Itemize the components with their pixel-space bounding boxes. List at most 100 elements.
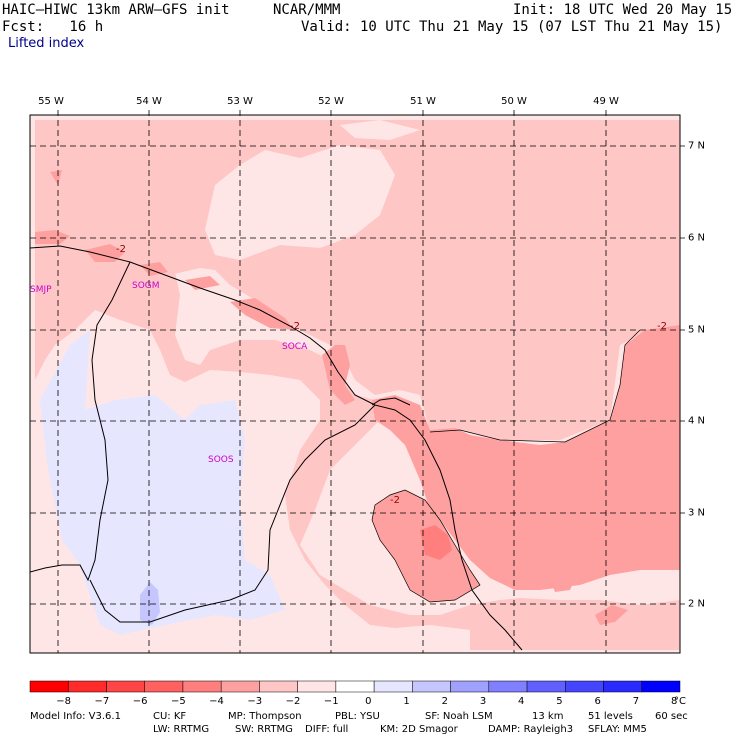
lat-label: 4 N	[688, 415, 706, 427]
vertical-levels: 51 levels	[588, 711, 633, 722]
lat-label: 5 N	[688, 324, 706, 336]
colorbar-tick-label: −6	[133, 696, 148, 707]
contour-label: -2	[116, 244, 126, 255]
colorbar-swatch	[603, 680, 643, 693]
colorbar-tick-label: −8	[56, 696, 71, 707]
lat-label: 3 N	[688, 507, 706, 519]
lon-label: 55 W	[38, 96, 64, 107]
field-region-pink-top	[35, 120, 680, 440]
field-region-medium-pink	[372, 325, 680, 590]
microphysics-scheme: MP: Thompson	[228, 711, 302, 722]
field-hole-2	[340, 120, 420, 140]
field-region-right-patch-2	[595, 605, 628, 625]
colorbar-swatch	[259, 680, 298, 693]
lon-label: 49 W	[593, 96, 619, 107]
colorbar-swatch	[412, 680, 451, 693]
station-label: SOOS	[208, 455, 234, 465]
colorbar-tick-label: −7	[94, 696, 109, 707]
colorbar-tick-label: 5	[556, 696, 562, 707]
field-region-light-blue	[40, 330, 285, 635]
field-region-coast-patch-2	[85, 244, 125, 262]
time-step: 60 sec	[655, 711, 688, 722]
colorbar-swatch	[526, 680, 566, 693]
lat-label: 2 N	[688, 598, 706, 610]
lon-label: 54 W	[136, 96, 162, 107]
colorbar-tick-label: 1	[403, 696, 409, 707]
lat-label: 7 N	[688, 140, 706, 152]
colorbar-swatch	[641, 680, 681, 693]
border-suriname-guyana	[30, 261, 131, 582]
map-frame	[29, 114, 681, 654]
pbl-scheme: PBL: YSU	[335, 711, 380, 722]
field-hole-1	[205, 145, 395, 260]
border-suriname-guiana	[89, 404, 376, 623]
longwave-scheme: LW: RRTMG	[153, 724, 210, 735]
field-region-dark-pink	[420, 525, 452, 560]
colorbar-tick-label: −5	[171, 696, 186, 707]
field-region-coast-patch-4	[185, 276, 220, 290]
colorbar-tick-label: −3	[247, 696, 262, 707]
field-region-coast-patch-5	[230, 298, 295, 330]
colorbar-swatch	[335, 680, 375, 693]
border-guiana-brazil	[371, 397, 411, 406]
colorbar-tick-label: 6	[595, 696, 601, 707]
init-time: Init: 18 UTC Wed 20 May 15	[513, 2, 733, 18]
field-region-top-patch	[50, 170, 62, 185]
model-title: HAIC–HIWC 13km ARW–GFS init	[2, 2, 230, 18]
colorbar-swatch	[373, 680, 413, 693]
field-region-coast-patch-3	[140, 262, 168, 276]
org-label: NCAR/MMM	[273, 2, 341, 18]
lat-label: 6 N	[688, 232, 706, 244]
station-label: SMJP	[30, 285, 52, 295]
field-region-blue	[140, 582, 160, 625]
colorbar-swatch	[297, 680, 337, 693]
field-region-coast-patch-6	[322, 345, 355, 405]
colorbar-swatch	[488, 680, 528, 693]
field-name: Lifted index	[8, 36, 85, 51]
eddy-coefficient: KM: 2D Smagor	[380, 724, 458, 735]
colorbar-swatch	[565, 680, 604, 693]
colorbar-swatch	[29, 680, 69, 693]
cumulus-scheme: CU: KF	[153, 711, 187, 722]
surface-scheme: SF: Noah LSM	[425, 711, 493, 722]
contour-line-lower	[371, 489, 481, 603]
colorbar-tick-label: −4	[209, 696, 224, 707]
colorbar-tick-label: 7	[633, 696, 639, 707]
colorbar-swatch	[220, 680, 260, 693]
surface-layer: SFLAY: MM5	[588, 724, 647, 735]
colorbar-swatch	[144, 680, 184, 693]
diffusion-option: DIFF: full	[305, 724, 349, 735]
colorbar-tick-label: 3	[480, 696, 486, 707]
lon-label: 50 W	[501, 96, 527, 107]
colorbar-swatch	[450, 680, 490, 693]
colorbar-tick-label: −1	[324, 696, 339, 707]
station-label: SOGM	[132, 281, 160, 291]
valid-time: Valid: 10 UTC Thu 21 May 15 (07 LST Thu …	[301, 19, 723, 35]
colorbar-tick-label: −2	[286, 696, 301, 707]
lon-label: 52 W	[318, 96, 344, 107]
lon-label: 53 W	[227, 96, 253, 107]
contour-line-right	[429, 329, 641, 443]
contour-label: -2	[657, 321, 667, 332]
field-region-right-patch-1	[550, 565, 578, 592]
model-version: Model Info: V3.6.1	[30, 711, 121, 722]
colorbar-tick-label: 8	[671, 696, 677, 707]
shortwave-scheme: SW: RRTMG	[235, 724, 293, 735]
graticule	[30, 110, 685, 653]
colorbar-swatch	[182, 680, 222, 693]
station-label: SOCA	[282, 342, 308, 352]
lon-label: 51 W	[410, 96, 436, 107]
colorbar-tick-label: 2	[442, 696, 448, 707]
colorbar-unit: °C	[674, 696, 686, 707]
colorbar-swatch	[106, 680, 145, 693]
colorbar-tick-label: 0	[365, 696, 371, 707]
contour-label: -2	[290, 321, 300, 332]
grid-spacing: 13 km	[532, 711, 564, 722]
coastline	[30, 245, 523, 651]
contour-label: -2	[390, 495, 400, 506]
field-region-coast-patch-1	[35, 230, 70, 244]
damping-option: DAMP: Rayleigh3	[488, 724, 574, 735]
colorbar-swatch	[67, 680, 107, 693]
